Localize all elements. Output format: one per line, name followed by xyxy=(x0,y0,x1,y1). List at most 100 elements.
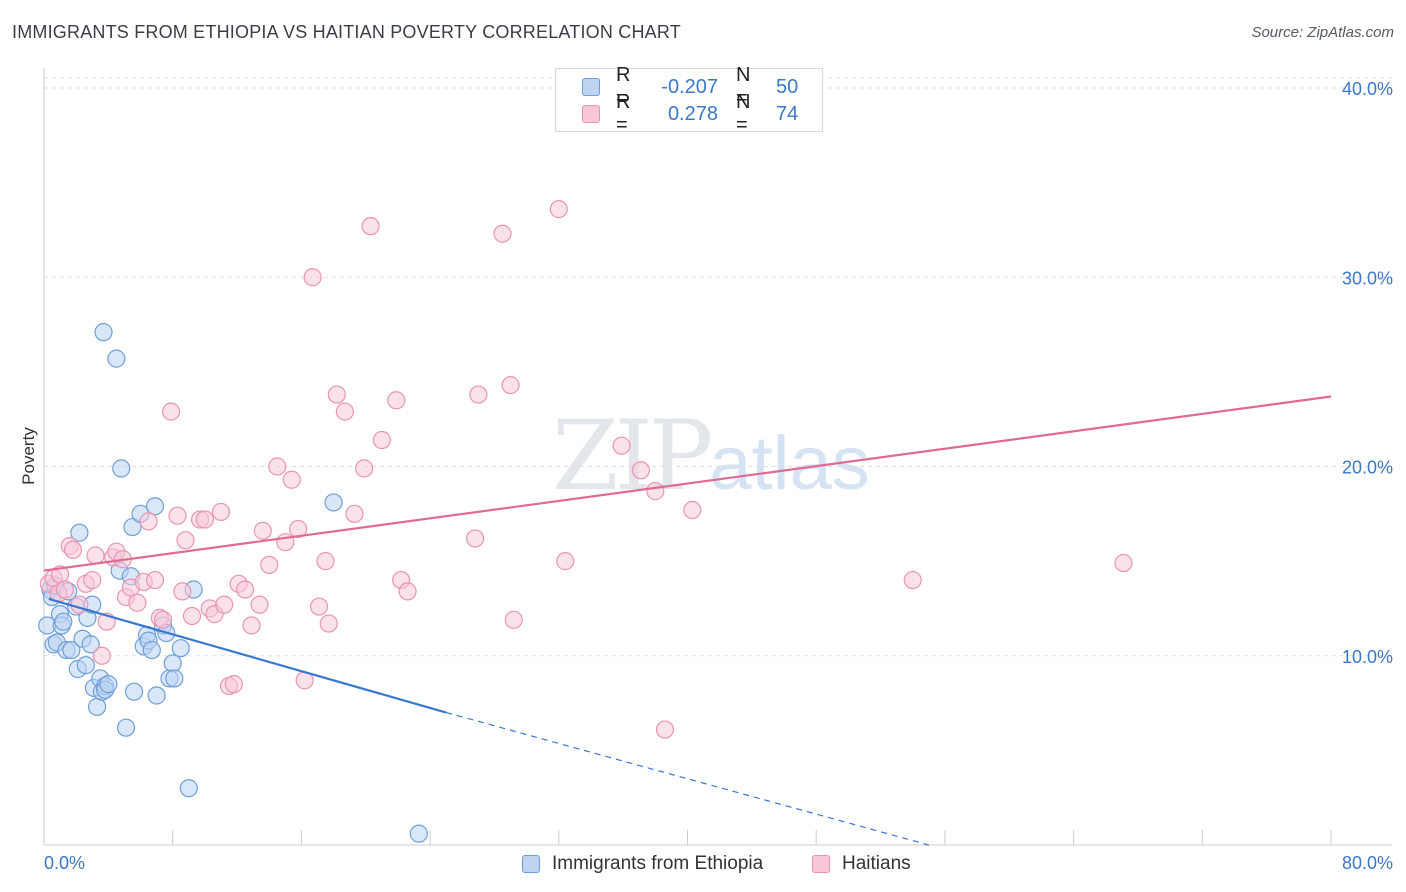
data-point xyxy=(387,391,406,410)
data-point xyxy=(153,610,173,629)
data-point xyxy=(268,457,287,476)
n-value: 74 xyxy=(776,102,799,125)
data-point xyxy=(493,224,512,243)
data-point xyxy=(324,493,343,512)
data-point xyxy=(683,500,702,520)
chart-title: IMMIGRANTS FROM ETHIOPIA VS HAITIAN POVE… xyxy=(12,22,681,42)
data-point xyxy=(161,402,181,421)
bottom-legend-label: Haitians xyxy=(842,853,911,874)
data-point xyxy=(116,718,136,737)
data-point xyxy=(107,349,126,368)
data-point xyxy=(345,504,364,523)
haitians-swatch xyxy=(812,855,830,873)
data-point xyxy=(124,682,144,701)
data-point xyxy=(235,580,255,599)
data-point xyxy=(165,669,184,688)
data-point xyxy=(335,402,354,421)
data-point xyxy=(655,720,675,739)
data-point xyxy=(86,546,105,565)
bottom-legend-label: Immigrants from Ethiopia xyxy=(552,853,764,874)
bottom-legend-haitians: Haitians xyxy=(812,852,911,876)
data-point xyxy=(55,580,75,599)
data-point xyxy=(139,512,158,531)
n-label: N = xyxy=(736,64,751,109)
data-point xyxy=(612,436,631,455)
x-tick-label: 80.0% xyxy=(1342,853,1393,873)
y-axis-label: Poverty xyxy=(19,427,38,485)
data-point xyxy=(171,639,190,658)
data-point xyxy=(112,459,131,478)
stats-legend: R = -0.207 N = 50 R = 0.278 N = 74 xyxy=(555,64,823,136)
data-point xyxy=(81,635,100,654)
y-tick-label: 40.0% xyxy=(1342,79,1393,99)
data-point xyxy=(123,517,142,537)
data-point xyxy=(168,506,187,525)
data-point xyxy=(128,593,147,612)
data-point xyxy=(253,521,272,540)
data-point xyxy=(87,697,107,716)
bottom-legend-ethiopia: Immigrants from Ethiopia xyxy=(522,852,763,876)
y-tick-label: 30.0% xyxy=(1342,268,1393,288)
haitians-swatch xyxy=(582,105,600,123)
data-point xyxy=(631,461,650,480)
source-label: Source: ZipAtlas.com xyxy=(1251,24,1394,41)
data-point xyxy=(504,610,523,629)
data-point xyxy=(327,385,346,404)
data-point xyxy=(173,582,192,601)
data-point xyxy=(319,614,338,633)
data-point xyxy=(250,595,269,614)
data-point xyxy=(242,616,261,635)
trend-line-extension xyxy=(446,711,929,846)
ethiopia-swatch xyxy=(522,855,540,873)
data-point xyxy=(282,470,301,489)
data-point xyxy=(303,268,322,287)
y-tick-label: 10.0% xyxy=(1342,647,1393,667)
data-point xyxy=(309,597,329,616)
data-point xyxy=(182,606,202,626)
data-point xyxy=(142,640,161,660)
data-point xyxy=(76,656,95,675)
data-point xyxy=(70,523,89,542)
data-point xyxy=(224,675,243,694)
y-tick-label: 20.0% xyxy=(1342,458,1393,478)
data-point xyxy=(549,200,568,219)
data-point xyxy=(372,430,391,450)
data-point xyxy=(501,376,520,395)
ethiopia-swatch xyxy=(582,78,600,96)
data-point xyxy=(316,552,335,571)
data-point xyxy=(99,675,118,694)
legend-row-ethiopia: R = -0.207 N = 50 xyxy=(582,64,798,109)
data-point xyxy=(469,385,488,404)
data-point xyxy=(260,555,279,575)
legend-row-haitians: R = 0.278 N = 74 xyxy=(582,91,799,136)
data-point xyxy=(63,540,83,559)
r-label: R = xyxy=(616,91,631,136)
data-point xyxy=(83,570,102,590)
data-point xyxy=(92,646,112,665)
data-point xyxy=(147,686,166,705)
data-point xyxy=(70,595,89,614)
data-point xyxy=(1114,553,1133,573)
data-point xyxy=(355,459,374,478)
trend-line xyxy=(43,395,1332,572)
r-label: R = xyxy=(616,64,631,109)
r-value: 0.278 xyxy=(667,102,718,125)
trend-line xyxy=(48,597,447,714)
data-point xyxy=(398,582,417,601)
data-point xyxy=(903,570,922,590)
data-point xyxy=(62,640,81,660)
data-point xyxy=(466,529,485,548)
n-label: N = xyxy=(736,91,751,136)
data-point xyxy=(145,570,165,590)
data-point xyxy=(289,519,308,539)
data-point xyxy=(215,595,234,614)
data-point xyxy=(211,502,231,522)
data-point xyxy=(409,824,428,843)
r-value: -0.207 xyxy=(661,75,718,98)
watermark-zip: ZIP xyxy=(552,400,713,512)
x-tick-label: 0.0% xyxy=(44,853,85,873)
data-point xyxy=(646,482,665,501)
data-point xyxy=(361,217,380,236)
data-point xyxy=(195,510,214,529)
